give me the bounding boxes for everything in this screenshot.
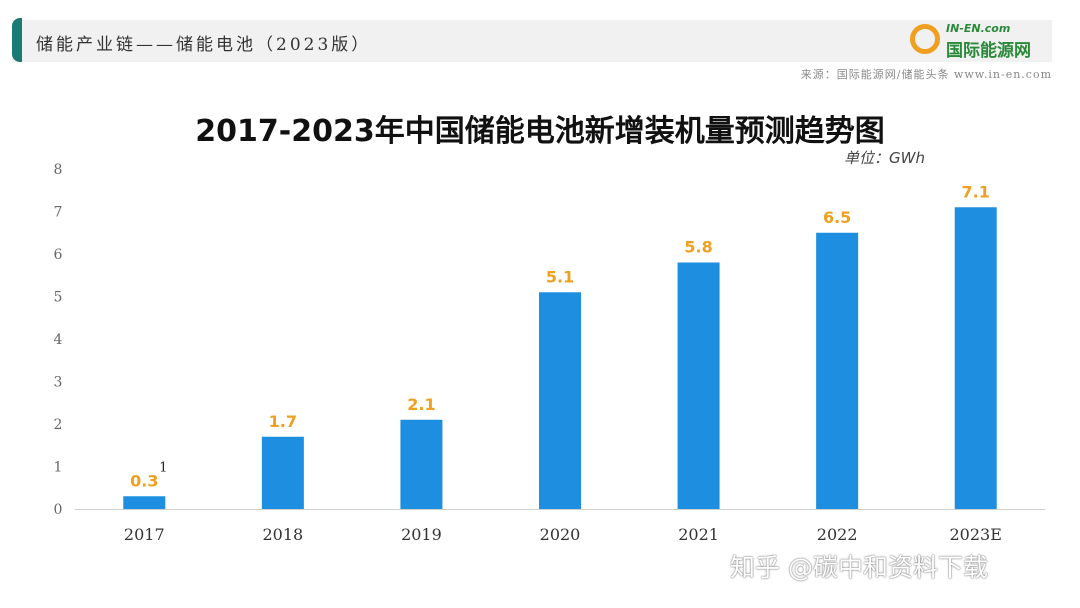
- logo-icon: [910, 24, 940, 54]
- y-tick-label: 8: [54, 162, 63, 178]
- source-text: 来源：国际能源网/储能头条 www.in-en.com: [800, 68, 1052, 81]
- bar-2023E: [954, 207, 997, 509]
- logo: IN-EN.com 国际能源网: [910, 20, 1050, 62]
- bar-2021: [677, 262, 720, 509]
- bar-2022: [816, 232, 859, 509]
- x-tick-label: 2019: [401, 525, 442, 544]
- y-tick-label: 1: [54, 460, 63, 476]
- bar-2017: [123, 496, 166, 509]
- logo-top-text: IN-EN.com: [946, 22, 1011, 35]
- x-tick-label: 2020: [540, 525, 581, 544]
- bar-2019: [400, 419, 443, 509]
- header-accent: [12, 18, 22, 62]
- chart-title: 2017-2023年中国储能电池新增装机量预测趋势图: [195, 114, 885, 149]
- data-label-2020: 5.1: [546, 267, 574, 286]
- header-title: 储能产业链——储能电池（2023版）: [36, 35, 372, 55]
- y-tick-label: 5: [54, 290, 63, 306]
- y-tick-label: 6: [54, 247, 63, 263]
- x-tick-label: 2023E: [950, 525, 1002, 544]
- x-tick-label: 2021: [678, 525, 719, 544]
- data-label-2017: 0.3: [130, 471, 158, 490]
- footnote-marker: 1: [159, 460, 167, 475]
- watermark: 知乎 @碳中和资料下载: [730, 553, 988, 582]
- y-tick-label: 0: [54, 502, 63, 518]
- data-label-2023E: 7.1: [962, 182, 990, 201]
- bar-2020: [539, 292, 581, 509]
- x-tick-label: 2022: [817, 525, 858, 544]
- y-tick-label: 7: [54, 205, 63, 221]
- x-tick-label: 2018: [262, 525, 303, 544]
- logo-bottom-text: 国际能源网: [946, 41, 1031, 61]
- y-tick-label: 2: [54, 417, 63, 433]
- y-tick-label: 4: [54, 332, 63, 348]
- data-label-2018: 1.7: [269, 412, 297, 431]
- data-label-2019: 2.1: [407, 395, 435, 414]
- unit-label: 单位：GWh: [844, 149, 925, 167]
- bar-2018: [261, 436, 304, 509]
- data-label-2021: 5.8: [684, 238, 712, 257]
- data-label-2022: 6.5: [823, 208, 851, 227]
- header-bar: 储能产业链——储能电池（2023版）: [12, 18, 1052, 62]
- y-tick-label: 3: [54, 375, 63, 391]
- x-tick-label: 2017: [124, 525, 165, 544]
